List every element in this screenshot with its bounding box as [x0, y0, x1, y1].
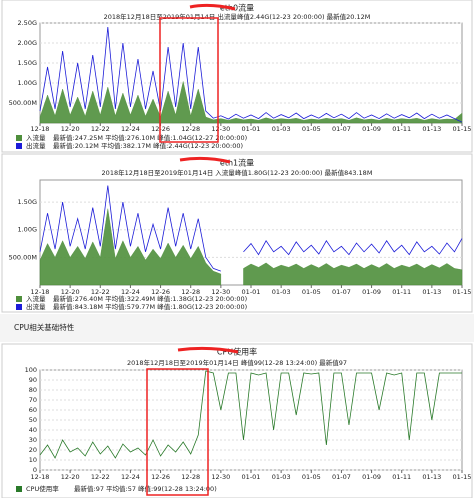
x-tick-label: 01-11: [392, 125, 411, 133]
y-tick-label: 1.50G: [17, 59, 37, 67]
x-tick-label: 01-01: [242, 288, 261, 296]
chart-subtitle: 2018年12月18日至2019年01月14日 峰值99(12-28 13:24…: [127, 358, 347, 367]
x-tick-label: 01-11: [392, 288, 411, 296]
section-bar: [0, 314, 474, 342]
x-tick-label: 01-09: [362, 125, 381, 133]
legend-swatch: [16, 304, 22, 310]
y-tick-label: 0: [33, 466, 37, 474]
series-line: [39, 185, 463, 272]
x-tick-label: 01-07: [332, 125, 351, 133]
chart-title: eth0流量: [220, 3, 254, 13]
x-tick-label: 12-26: [151, 288, 170, 296]
x-tick-label: 12-22: [91, 288, 110, 296]
y-tick-label: 70: [29, 396, 37, 404]
chart-subtitle: 2018年12月18日至2019年01月14日 入流量峰值1.80G(12-23…: [102, 168, 373, 177]
x-tick-label: 01-13: [422, 473, 441, 481]
x-tick-label: 01-01: [242, 473, 261, 481]
x-tick-label: 12-28: [181, 125, 200, 133]
redaction: [177, 3, 239, 354]
y-tick-label: 2.00G: [17, 39, 37, 47]
x-tick-label: 12-28: [181, 288, 200, 296]
legend-name: 出流量: [26, 141, 46, 150]
x-tick-label: 12-20: [61, 473, 80, 481]
x-tick-label: 12-30: [211, 125, 230, 133]
highlight-box: [146, 368, 209, 496]
legend-name: 入流量: [26, 294, 46, 303]
x-tick-label: 12-18: [31, 288, 50, 296]
chart-subtitle: 2018年12月18日至2019年01月14日 出流量峰值2.44G(12-23…: [104, 12, 371, 21]
x-tick-label: 01-05: [302, 473, 321, 481]
x-tick-label: 01-15: [453, 288, 472, 296]
legend-swatch: [16, 486, 22, 492]
y-tick-label: 1.00G: [17, 79, 37, 87]
y-tick-label: 2.50G: [17, 19, 37, 27]
y-tick-label: 100: [25, 366, 37, 374]
legend-stats: 最新值:276.40M 平均值:322.49M 峰值:1.38G(12-23 2…: [53, 294, 247, 303]
x-tick-label: 01-03: [272, 473, 291, 481]
legend-stats: 最新值:843.18M 平均值:579.77M 峰值:1.80G(12-23 2…: [53, 302, 247, 311]
x-tick-label: 12-30: [211, 473, 230, 481]
y-tick-label: 50: [29, 416, 37, 424]
legend-swatch: [16, 296, 22, 302]
y-tick-label: 40: [29, 426, 37, 434]
x-tick-label: 01-05: [302, 125, 321, 133]
legend-stats: 最新值:20.12M 平均值:382.17M 峰值:2.44G(12-23 20…: [53, 141, 243, 150]
x-tick-label: 01-11: [392, 473, 411, 481]
x-tick-label: 12-18: [31, 125, 50, 133]
x-tick-label: 01-13: [422, 288, 441, 296]
x-tick-label: 01-15: [453, 473, 472, 481]
x-tick-label: 12-18: [31, 473, 50, 481]
x-tick-label: 01-13: [422, 125, 441, 133]
x-tick-label: 12-24: [121, 288, 140, 296]
x-tick-label: 12-20: [61, 125, 80, 133]
x-tick-label: 12-26: [151, 473, 170, 481]
y-tick-label: 90: [29, 376, 37, 384]
y-tick-label: 500.00M: [9, 99, 37, 107]
x-tick-label: 12-20: [61, 288, 80, 296]
series-area: [39, 81, 463, 124]
x-tick-label: 01-03: [272, 288, 291, 296]
legend-name: 出流量: [26, 302, 46, 311]
legend-swatch: [16, 135, 22, 141]
x-tick-label: 01-01: [242, 125, 261, 133]
x-tick-label: 01-07: [332, 473, 351, 481]
highlight-box: [159, 17, 219, 143]
y-tick-label: 500.00M: [9, 253, 37, 261]
x-tick-label: 12-28: [181, 473, 200, 481]
y-tick-label: 80: [29, 386, 37, 394]
x-tick-label: 12-24: [121, 125, 140, 133]
x-tick-label: 01-09: [362, 473, 381, 481]
x-tick-label: 01-07: [332, 288, 351, 296]
chart-title: eth1流量: [220, 158, 254, 168]
x-tick-label: 01-05: [302, 288, 321, 296]
y-tick-label: 1.00G: [17, 226, 37, 234]
x-tick-label: 01-09: [362, 288, 381, 296]
legend-name: 入流量: [26, 133, 46, 142]
y-tick-label: 20: [29, 446, 37, 454]
plot-area: [39, 369, 463, 471]
y-tick-label: 10: [29, 456, 37, 464]
y-tick-label: 60: [29, 406, 37, 414]
legend-name: CPU使用率: [26, 484, 59, 493]
y-tick-label: 30: [29, 436, 37, 444]
legend-stats: 最新值:97 平均值:57 峰值:99(12-28 13:24:00): [74, 484, 217, 493]
section-title: CPU相关基础特性: [14, 322, 75, 332]
series-line: [39, 370, 462, 459]
legend-stats: 最新值:247.25M 平均值:276.10M 峰值:1.04G(12-27 2…: [53, 133, 247, 142]
series-line: [39, 26, 463, 123]
x-tick-label: 01-15: [453, 125, 472, 133]
x-tick-label: 12-22: [91, 473, 110, 481]
legend-swatch: [16, 143, 22, 149]
x-tick-label: 12-22: [91, 125, 110, 133]
x-tick-label: 01-03: [272, 125, 291, 133]
series-area: [39, 208, 463, 286]
y-tick-label: 1.50G: [17, 198, 37, 206]
x-tick-label: 12-30: [211, 288, 230, 296]
x-tick-label: 12-24: [121, 473, 140, 481]
